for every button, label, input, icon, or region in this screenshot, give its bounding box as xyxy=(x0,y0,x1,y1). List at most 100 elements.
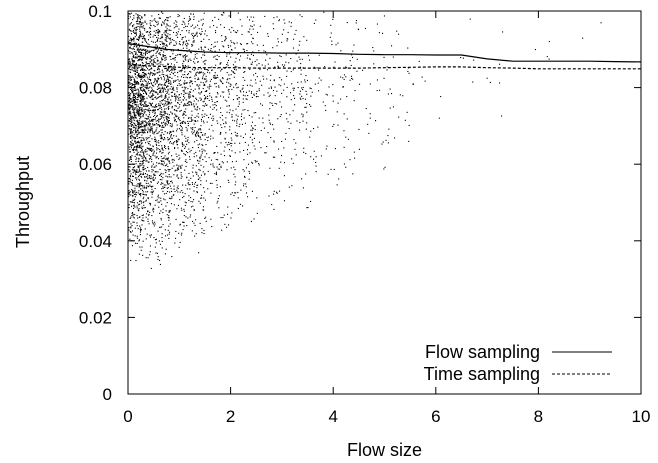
scatter-point xyxy=(128,125,130,127)
scatter-point xyxy=(241,88,243,90)
scatter-point xyxy=(293,87,295,89)
scatter-point xyxy=(389,88,391,90)
scatter-point xyxy=(215,58,217,60)
scatter-point xyxy=(177,140,179,142)
scatter-point xyxy=(167,98,169,100)
scatter-point xyxy=(133,95,135,97)
scatter-point xyxy=(163,114,165,116)
scatter-point xyxy=(128,113,130,115)
scatter-point xyxy=(217,67,219,69)
scatter-point xyxy=(129,122,131,124)
scatter-point xyxy=(253,137,255,139)
scatter-point xyxy=(155,129,157,131)
scatter-point xyxy=(141,224,143,226)
scatter-point xyxy=(196,35,198,37)
scatter-point xyxy=(149,63,151,65)
scatter-point xyxy=(131,87,133,89)
scatter-point xyxy=(145,199,147,201)
scatter-point xyxy=(150,181,152,183)
scatter-point xyxy=(140,155,142,157)
scatter-point xyxy=(248,114,250,116)
scatter-point xyxy=(189,120,191,122)
scatter-point xyxy=(161,233,163,235)
scatter-point xyxy=(204,73,206,75)
scatter-point xyxy=(408,140,410,142)
scatter-point xyxy=(145,238,147,240)
scatter-point xyxy=(183,113,185,115)
scatter-point xyxy=(300,69,302,71)
scatter-point xyxy=(234,184,236,186)
scatter-point xyxy=(185,76,187,78)
scatter-point xyxy=(174,105,176,107)
scatter-point xyxy=(234,43,236,45)
scatter-point xyxy=(150,104,152,106)
scatter-point xyxy=(137,146,139,148)
scatter-point xyxy=(214,83,216,85)
scatter-point xyxy=(237,12,239,14)
scatter-point xyxy=(194,183,196,185)
scatter-point xyxy=(384,166,386,168)
scatter-point xyxy=(336,184,338,186)
scatter-point xyxy=(135,154,137,156)
scatter-point xyxy=(131,83,133,85)
scatter-point xyxy=(217,168,219,170)
scatter-point xyxy=(158,53,160,55)
scatter-point xyxy=(140,54,142,56)
scatter-point xyxy=(154,97,156,99)
scatter-point xyxy=(184,80,186,82)
scatter-point xyxy=(133,48,135,50)
scatter-point xyxy=(269,108,271,110)
scatter-point xyxy=(254,60,256,62)
scatter-point xyxy=(159,38,161,40)
scatter-point xyxy=(195,26,197,28)
scatter-point xyxy=(192,35,194,37)
scatter-point xyxy=(185,114,187,116)
scatter-point xyxy=(223,123,225,125)
scatter-point xyxy=(149,120,151,122)
scatter-point xyxy=(152,163,154,165)
scatter-point xyxy=(199,143,201,145)
scatter-point xyxy=(136,106,138,108)
scatter-point xyxy=(141,26,143,28)
scatter-point xyxy=(285,61,287,63)
scatter-point xyxy=(131,135,133,137)
scatter-point xyxy=(134,88,136,90)
scatter-point xyxy=(141,134,143,136)
scatter-point xyxy=(135,68,137,70)
scatter-point xyxy=(129,143,131,145)
scatter-point xyxy=(242,169,244,171)
scatter-point xyxy=(186,128,188,130)
scatter-point xyxy=(244,109,246,111)
scatter-point xyxy=(243,91,245,93)
scatter-point xyxy=(198,20,200,22)
scatter-point xyxy=(309,87,311,89)
scatter-point xyxy=(135,145,137,147)
scatter-point xyxy=(151,161,153,163)
scatter-point xyxy=(353,151,355,153)
scatter-point xyxy=(246,149,248,151)
scatter-point xyxy=(150,50,152,52)
scatter-point xyxy=(302,98,304,100)
scatter-point xyxy=(167,107,169,109)
scatter-point xyxy=(186,104,188,106)
scatter-point xyxy=(169,88,171,90)
scatter-point xyxy=(151,60,153,62)
scatter-point xyxy=(144,103,146,105)
scatter-point xyxy=(170,69,172,71)
scatter-point xyxy=(180,53,182,55)
scatter-point xyxy=(189,82,191,84)
scatter-point xyxy=(128,92,130,94)
scatter-point xyxy=(135,143,137,145)
scatter-point xyxy=(150,126,152,128)
scatter-point xyxy=(219,168,221,170)
scatter-point xyxy=(179,157,181,159)
scatter-point xyxy=(155,143,157,145)
scatter-point xyxy=(134,235,136,237)
scatter-point xyxy=(132,172,134,174)
scatter-point xyxy=(165,45,167,47)
scatter-point xyxy=(166,28,168,30)
scatter-point xyxy=(132,192,134,194)
scatter-point xyxy=(200,92,202,94)
scatter-point xyxy=(128,106,130,108)
scatter-point xyxy=(137,141,139,143)
